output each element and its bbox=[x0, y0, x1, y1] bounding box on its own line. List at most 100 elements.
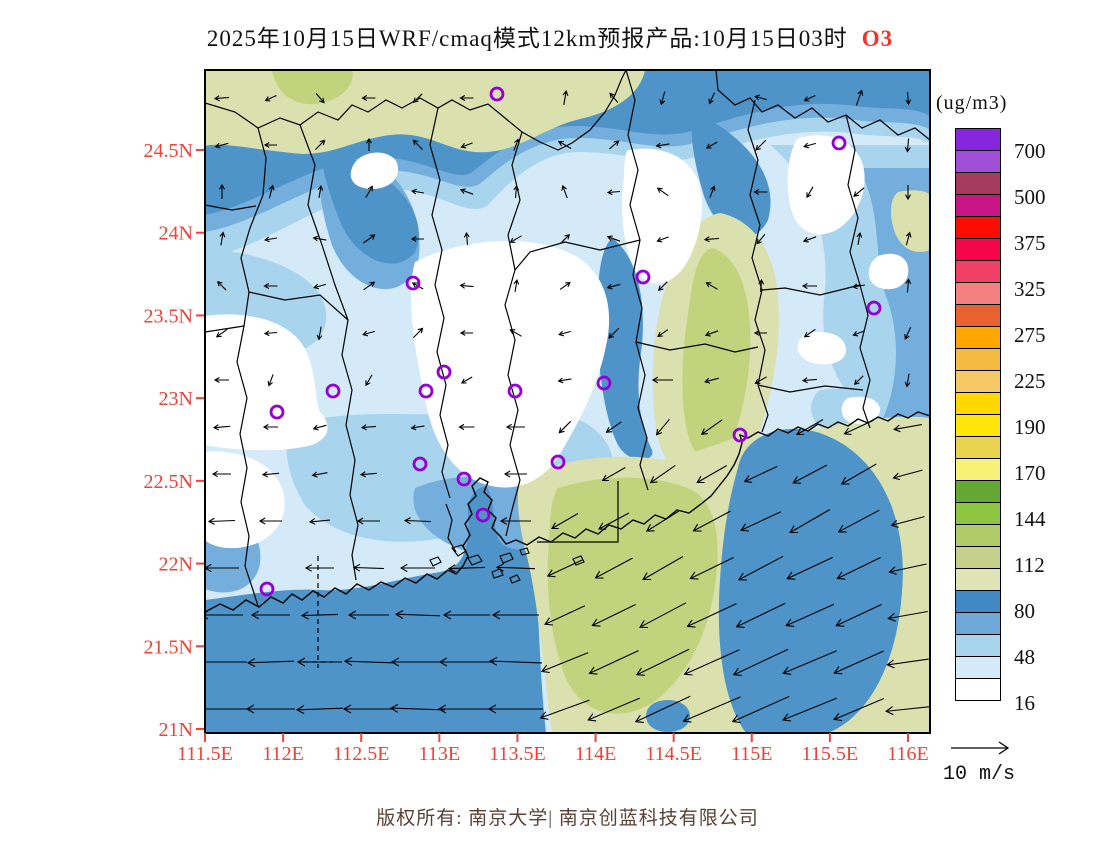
wind-arrow bbox=[459, 95, 474, 101]
wind-arrow bbox=[214, 142, 229, 149]
legend-value: 170 bbox=[1014, 461, 1046, 485]
wind-arrow bbox=[562, 90, 569, 105]
wind-arrow bbox=[852, 330, 865, 337]
province-boundary bbox=[537, 481, 619, 543]
province-boundary bbox=[504, 131, 523, 537]
wind-arrow bbox=[743, 465, 778, 483]
city-marker bbox=[475, 507, 491, 523]
city-marker bbox=[405, 275, 421, 291]
wind-arrow bbox=[737, 555, 784, 581]
legend-swatch bbox=[955, 612, 1001, 635]
wind-arrow bbox=[843, 419, 874, 435]
wind-arrow bbox=[264, 95, 277, 102]
legend-swatch bbox=[955, 502, 1001, 525]
wind-arrow bbox=[704, 330, 719, 337]
wind-arrow bbox=[205, 563, 239, 573]
province-boundary bbox=[747, 99, 769, 433]
pollutant-label: O3 bbox=[861, 26, 894, 51]
wind-arrow bbox=[390, 657, 444, 667]
legend-unit-label: (ug/m3) bbox=[936, 92, 1008, 114]
wind-arrow bbox=[312, 424, 327, 431]
wind-arrow bbox=[856, 232, 863, 245]
province-boundary bbox=[205, 102, 267, 607]
wind-arrow bbox=[606, 283, 621, 290]
province-boundary bbox=[257, 70, 627, 151]
island-outline bbox=[429, 556, 442, 567]
lon-tick-label: 115.5E bbox=[802, 743, 858, 765]
legend-value: 225 bbox=[1014, 369, 1046, 393]
lon-tick-label: 114.5E bbox=[645, 743, 701, 765]
wind-arrow bbox=[709, 185, 716, 198]
contour-region bbox=[205, 486, 546, 733]
contour-region bbox=[841, 396, 880, 424]
lon-tick-label: 115E bbox=[731, 743, 772, 765]
lat-tick-label: 22.5N bbox=[144, 471, 193, 493]
wind-arrow bbox=[499, 517, 531, 525]
wind-arrow bbox=[890, 516, 925, 528]
wind-arrow bbox=[598, 512, 630, 530]
wind-arrow bbox=[782, 650, 837, 675]
lat-tick-label: 23N bbox=[159, 388, 193, 410]
wind-arrow bbox=[316, 326, 323, 341]
wind-arrow bbox=[740, 511, 782, 532]
wind-arrow bbox=[705, 141, 718, 149]
wind-arrow bbox=[410, 424, 425, 431]
wind-arrow bbox=[250, 610, 290, 620]
city-marker bbox=[418, 383, 434, 399]
legend-swatch bbox=[955, 326, 1001, 349]
lon-tick-label: 112.5E bbox=[333, 743, 389, 765]
wind-arrow bbox=[606, 235, 621, 242]
wind-arrow bbox=[311, 471, 328, 478]
contour-region bbox=[718, 428, 903, 733]
legend-swatch bbox=[955, 590, 1001, 613]
wind-arrow bbox=[837, 509, 880, 533]
legend-value: 144 bbox=[1014, 507, 1046, 531]
city-marker bbox=[269, 404, 285, 420]
city-marker bbox=[489, 86, 505, 102]
wind-arrow bbox=[557, 377, 572, 384]
province-boundary bbox=[715, 70, 930, 141]
city-marker bbox=[507, 383, 523, 399]
legend-swatch bbox=[955, 546, 1001, 569]
legend-value: 48 bbox=[1014, 645, 1035, 669]
wind-arrow bbox=[509, 235, 522, 243]
wind-arrow bbox=[658, 281, 668, 291]
legend-value: 190 bbox=[1014, 415, 1046, 439]
coastline bbox=[205, 411, 930, 613]
lon-tick-label: 116E bbox=[887, 743, 928, 765]
wind-arrow bbox=[207, 517, 236, 525]
city-marker bbox=[436, 364, 452, 380]
legend-swatch bbox=[955, 348, 1001, 371]
wind-arrow bbox=[410, 236, 424, 242]
legend-swatch bbox=[955, 568, 1001, 591]
contour-region bbox=[682, 248, 751, 463]
legend-swatch bbox=[955, 370, 1001, 393]
wind-arrow bbox=[300, 611, 339, 620]
wind-arrow bbox=[246, 658, 295, 668]
wind-arrow bbox=[803, 328, 816, 338]
province-boundary bbox=[248, 291, 349, 321]
wind-arrow bbox=[833, 697, 885, 722]
wind-arrow bbox=[463, 231, 470, 246]
wind-arrow bbox=[696, 465, 727, 484]
wind-arrow bbox=[458, 423, 475, 431]
contour-region bbox=[890, 190, 930, 252]
wind-arrow bbox=[211, 470, 231, 478]
island-outline bbox=[519, 547, 530, 556]
wind-arrow bbox=[683, 649, 740, 676]
wind-arrow bbox=[361, 95, 376, 101]
wind-arrow bbox=[317, 185, 324, 198]
wind-arrow bbox=[755, 139, 767, 151]
wind-arrow bbox=[447, 564, 486, 573]
wind-arrow bbox=[853, 187, 865, 197]
wind-arrow bbox=[217, 281, 227, 291]
wind-arrow bbox=[312, 235, 327, 242]
wind-arrow bbox=[801, 283, 817, 289]
contour-region bbox=[868, 253, 909, 290]
legend-value: 700 bbox=[1014, 139, 1046, 163]
lon-tick-label: 111.5E bbox=[177, 743, 233, 765]
wind-arrow bbox=[219, 231, 226, 246]
wind-arrow bbox=[546, 559, 583, 578]
wind-arrow bbox=[413, 93, 423, 103]
